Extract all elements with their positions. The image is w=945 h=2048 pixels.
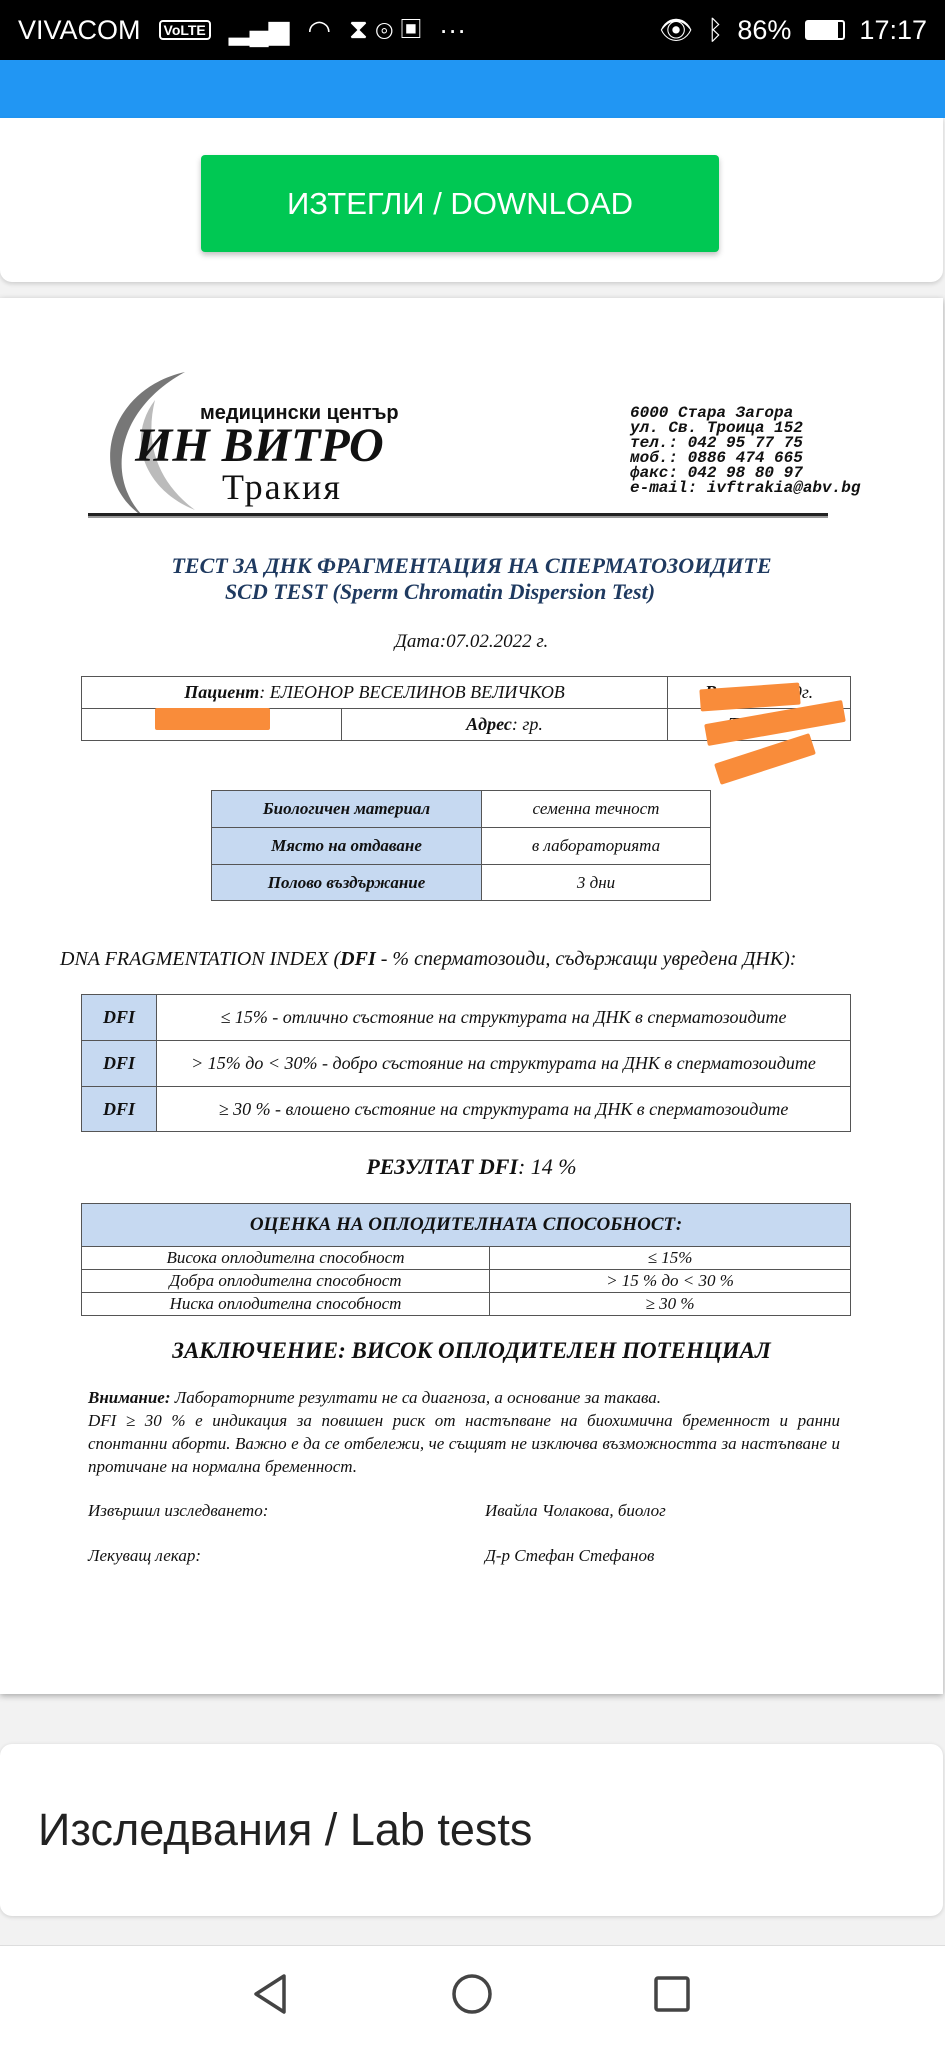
signal-icon: ▂▄▆ [228,14,290,45]
redaction-mark [155,708,270,730]
address-line: e-mail: ivftrakia@abv.bg [630,479,861,497]
dfi-reference-table: DFI ≤ 15% - отлично състояние на структур… [81,994,851,1132]
address-line: моб.: 0886 474 665 [630,449,803,467]
eye-icon: 👁 [658,15,694,45]
info-value: 3 дни [481,864,711,901]
address-line: факс: 042 98 80 97 [630,464,803,482]
info-value: в лабораторията [481,827,711,865]
logo-in: ИН [135,419,210,472]
dfi-key: DFI [81,994,157,1041]
address-value: : гр. [511,714,543,734]
sample-info-table: Биологичен материал семенна течност Място… [211,790,711,901]
logo-name: ИН ВИТРО [135,418,384,473]
eval-key: Висока оплодителна способност [81,1246,490,1270]
patient-label: Пациент [184,682,260,702]
patient-name: : ЕЛЕОНОР ВЕСЕЛИНОВ ВЕЛИЧКОВ [259,682,565,702]
disclaimer-note: Внимание: Лабораторните резултати не са … [88,1386,840,1478]
download-button[interactable]: ИЗТЕГЛИ / DOWNLOAD [201,155,719,252]
evaluation-header: ОЦЕНКА НА ОПЛОДИТЕЛНАТА СПОСОБНОСТ: [81,1203,851,1247]
logo-subtitle: медицински център [200,402,399,424]
address-line: тел.: 042 95 77 75 [630,434,803,452]
signature-label: Лекуващ лекар: [88,1546,201,1565]
note-label: Внимание: [88,1388,171,1407]
note-line: Лабораторните резултати не са диагноза, … [170,1388,661,1407]
dfi-heading-b: DFI [340,948,376,970]
wifi-icon: ◠ [307,14,332,45]
bluetooth-icon: ᛒ [707,14,724,45]
conclusion-value: : ВИСОК ОПЛОДИТЕЛЕН ПОТЕНЦИАЛ [338,1338,771,1363]
dfi-heading: DNA FRAGMENTATION INDEX (DFI - % спермат… [60,948,796,971]
result-value: : 14 % [517,1154,577,1179]
more-notifications: ··· [439,14,467,45]
dfi-heading-a: DNA FRAGMENTATION INDEX ( [60,948,341,970]
volte-badge: VoLTE [158,20,211,40]
conclusion: ЗАКЛЮЧЕНИЕ: ВИСОК ОПЛОДИТЕЛЕН ПОТЕНЦИАЛ [0,1338,943,1364]
eval-value: ≥ 30 % [489,1292,851,1316]
dfi-value: > 15% до < 30% - добро състояние на стру… [156,1040,851,1087]
dfi-key: DFI [81,1086,157,1132]
dfi-value: ≤ 15% - отлично състояние на структурата… [156,994,851,1041]
eval-value: > 15 % до < 30 % [489,1269,851,1293]
carrier: VIVACOM [18,14,141,45]
dfi-result: РЕЗУЛТАТ DFI: 14 % [0,1154,943,1180]
info-key: Полово въздържание [211,864,482,901]
status-bar: VIVACOM VoLTE ▂▄▆ ◠ ⧗ ⊚ ▣ ··· 👁 ᛒ 86% 17… [0,0,945,60]
result-label: РЕЗУЛТАТ DFI [366,1154,518,1179]
address-line: ул. Св. Троица 152 [630,419,803,437]
logo-trakia: Тракия [222,467,342,507]
battery-icon [805,20,846,40]
app-header-bar [0,60,945,118]
signature-name: Д-р Стефан Стефанов [485,1546,655,1565]
eval-value: ≤ 15% [489,1246,851,1270]
navigation-bar [0,1945,945,2048]
back-icon[interactable] [250,1972,290,2016]
recents-icon[interactable] [652,1974,692,2014]
info-value: семенна течност [481,790,711,828]
clinic-address: 6000 Стара Загора ул. Св. Троица 152 тел… [630,404,861,497]
battery-percent: 86% [737,14,792,45]
note-paragraph: DFI ≥ 30 % е индикация за повишен риск о… [88,1411,840,1476]
clock: 17:17 [859,14,927,45]
address-label: Адрес [466,714,512,734]
address-line: 6000 Стара Загора [630,404,794,422]
dfi-heading-c: - % сперматозоиди, съдържащи увредена ДН… [375,948,797,970]
fertility-evaluation-table: ОЦЕНКА НА ОПЛОДИТЕЛНАТА СПОСОБНОСТ: Висо… [81,1203,851,1316]
doc-title: ТЕСТ ЗА ДНК ФРАГМЕНТАЦИЯ НА СПЕРМАТОЗОИД… [171,553,772,578]
home-icon[interactable] [450,1972,494,2016]
lab-tests-card[interactable]: Изследвания / Lab tests [0,1744,943,1916]
info-key: Биологичен материал [211,790,482,828]
doc-subtitle: SCD TEST (Sperm Chromatin Dispersion Tes… [224,579,656,604]
eval-key: Ниска оплодителна способност [81,1292,490,1316]
signature-label: Извършил изследването: [88,1501,269,1520]
eval-key: Добра оплодителна способност [81,1269,490,1293]
signature-name: Ивайла Чолакова, биолог [485,1501,666,1520]
lab-tests-title: Изследвания / Lab tests [38,1804,533,1855]
dfi-value: ≥ 30 % - влошено състояние на структурат… [156,1086,851,1132]
notification-icons: ⧗ ⊚ ▣ [349,14,422,44]
info-key: Място на отдаване [211,827,482,865]
logo-vitro: ВИТРО [221,419,384,472]
document-preview: медицински център ИН ВИТРО Тракия 6000 С… [0,298,943,1694]
conclusion-label: ЗАКЛЮЧЕНИЕ [172,1338,339,1363]
logo-swoosh-icon [110,372,195,518]
header-divider [88,513,828,518]
dfi-key: DFI [81,1040,157,1087]
doc-date: Дата:07.02.2022 г. [394,631,549,652]
